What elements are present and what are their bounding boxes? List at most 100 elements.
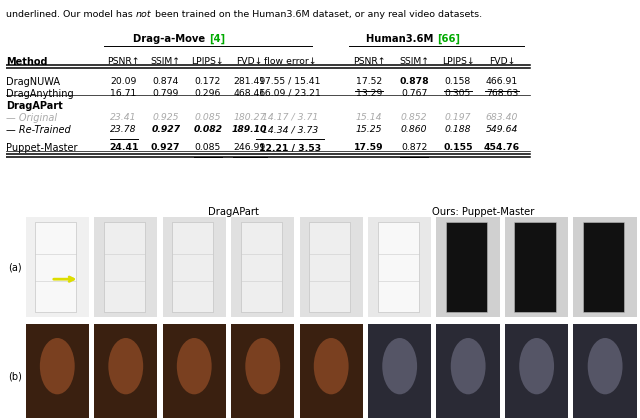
Bar [26,217,89,318]
Ellipse shape [314,338,349,394]
Text: Ours: Puppet-Master: Ours: Puppet-Master [432,207,534,217]
Text: Human3.6M: Human3.6M [367,34,437,44]
Bar [436,324,500,418]
Text: 15.25: 15.25 [356,125,382,134]
Text: SSIM↑: SSIM↑ [399,57,429,66]
Text: 0.305: 0.305 [445,89,471,97]
Text: [4]: [4] [209,34,225,44]
Text: 24.41: 24.41 [109,143,138,152]
Text: 0.874: 0.874 [152,76,179,86]
Text: 15.14: 15.14 [356,113,382,122]
Bar [436,217,500,318]
Bar [35,222,76,312]
Text: 14.34 / 3.73: 14.34 / 3.73 [262,125,318,134]
Text: (b): (b) [8,371,22,381]
Bar [446,222,487,312]
Text: 23.41: 23.41 [111,113,137,122]
Text: 189.10: 189.10 [232,125,268,134]
Ellipse shape [177,338,212,394]
Text: 0.872: 0.872 [401,143,428,152]
Text: LPIPS↓: LPIPS↓ [191,57,224,66]
Bar [300,217,363,318]
Text: 17.55 / 15.41: 17.55 / 15.41 [259,76,321,86]
Bar [26,324,89,418]
Text: underlined. Our model has: underlined. Our model has [6,10,136,19]
Bar [573,324,637,418]
Text: FVD↓: FVD↓ [489,57,515,66]
Text: 0.085: 0.085 [195,143,221,152]
Bar [172,222,213,312]
Bar [94,217,157,318]
Bar [163,217,226,318]
Ellipse shape [451,338,486,394]
Text: 0.197: 0.197 [445,113,471,122]
Text: 0.767: 0.767 [401,89,428,97]
Bar [505,324,568,418]
Text: 12.21 / 3.53: 12.21 / 3.53 [259,143,321,152]
Text: Puppet-Master: Puppet-Master [6,143,78,153]
Text: 17.59: 17.59 [354,143,384,152]
Ellipse shape [382,338,417,394]
Bar [368,217,431,318]
Ellipse shape [108,338,143,394]
Text: (a): (a) [8,262,21,272]
Text: 549.64: 549.64 [486,125,518,134]
Text: flow error↓: flow error↓ [264,57,316,66]
Text: 0.082: 0.082 [193,125,222,134]
Text: 16.09 / 23.21: 16.09 / 23.21 [259,89,321,97]
Text: 17.52: 17.52 [356,76,382,86]
Text: 0.927: 0.927 [151,143,180,152]
Ellipse shape [40,338,75,394]
Text: DragNUWA: DragNUWA [6,76,60,87]
Text: 466.91: 466.91 [486,76,518,86]
Bar [309,222,350,312]
Text: — Re-Trained: — Re-Trained [6,125,71,135]
Bar [368,324,431,418]
Bar [300,324,363,418]
Bar [241,222,282,312]
Text: LPIPS↓: LPIPS↓ [442,57,474,66]
Text: 0.172: 0.172 [195,76,221,86]
Ellipse shape [245,338,280,394]
Text: PSNR↑: PSNR↑ [108,57,140,66]
Text: 0.085: 0.085 [195,113,221,122]
Text: 246.99: 246.99 [234,143,266,152]
Text: 468.46: 468.46 [234,89,266,97]
Text: — Original: — Original [6,113,58,123]
Text: 0.188: 0.188 [445,125,471,134]
Ellipse shape [588,338,623,394]
Text: 180.27: 180.27 [234,113,266,122]
Text: 0.925: 0.925 [152,113,179,122]
Text: been trained on the Human3.6M dataset, or any real video datasets.: been trained on the Human3.6M dataset, o… [152,10,482,19]
Text: 768.63: 768.63 [486,89,518,97]
Text: Method: Method [6,57,48,67]
Bar [94,324,157,418]
Text: 0.860: 0.860 [401,125,428,134]
Bar [573,217,637,318]
Text: 0.296: 0.296 [195,89,221,97]
Text: DragAPart: DragAPart [208,207,259,217]
Text: FVD↓: FVD↓ [237,57,263,66]
Text: DragAPart: DragAPart [6,101,63,111]
Bar [163,324,226,418]
Text: 0.158: 0.158 [445,76,471,86]
Text: 0.927: 0.927 [151,125,180,134]
Text: 0.155: 0.155 [443,143,473,152]
Text: 20.09: 20.09 [111,76,137,86]
Text: PSNR↑: PSNR↑ [353,57,385,66]
Bar [505,217,568,318]
Bar [378,222,419,312]
Text: 13.29: 13.29 [356,89,382,97]
Text: 0.852: 0.852 [401,113,428,122]
Bar [104,222,145,312]
Text: 0.799: 0.799 [152,89,179,97]
Text: 0.878: 0.878 [399,76,429,86]
Text: 454.76: 454.76 [484,143,520,152]
Text: 16.71: 16.71 [111,89,137,97]
Bar [583,222,624,312]
Text: not: not [136,10,152,19]
Text: Drag-a-Move: Drag-a-Move [133,34,209,44]
Bar [231,217,294,318]
Bar [231,324,294,418]
Text: 23.78: 23.78 [111,125,137,134]
